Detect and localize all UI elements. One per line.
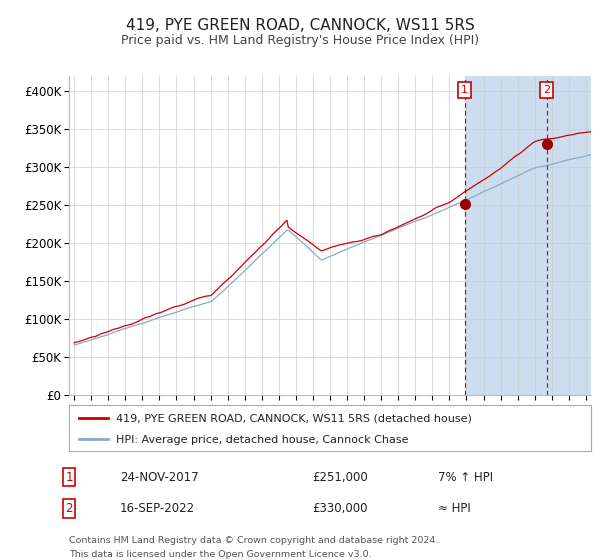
Text: 1: 1 bbox=[65, 470, 73, 484]
Text: 2: 2 bbox=[65, 502, 73, 515]
Text: 2: 2 bbox=[543, 85, 550, 95]
Text: Price paid vs. HM Land Registry's House Price Index (HPI): Price paid vs. HM Land Registry's House … bbox=[121, 34, 479, 46]
Text: 419, PYE GREEN ROAD, CANNOCK, WS11 5RS (detached house): 419, PYE GREEN ROAD, CANNOCK, WS11 5RS (… bbox=[116, 414, 472, 424]
Text: HPI: Average price, detached house, Cannock Chase: HPI: Average price, detached house, Cann… bbox=[116, 435, 409, 445]
Text: 1: 1 bbox=[461, 85, 468, 95]
Text: £330,000: £330,000 bbox=[312, 502, 367, 515]
Text: ≈ HPI: ≈ HPI bbox=[438, 502, 471, 515]
Text: 7% ↑ HPI: 7% ↑ HPI bbox=[438, 470, 493, 484]
Text: Contains HM Land Registry data © Crown copyright and database right 2024.: Contains HM Land Registry data © Crown c… bbox=[69, 536, 439, 545]
Text: £251,000: £251,000 bbox=[312, 470, 368, 484]
Text: 419, PYE GREEN ROAD, CANNOCK, WS11 5RS: 419, PYE GREEN ROAD, CANNOCK, WS11 5RS bbox=[125, 18, 475, 33]
Bar bbox=[465, 76, 599, 395]
Text: 16-SEP-2022: 16-SEP-2022 bbox=[120, 502, 195, 515]
Text: This data is licensed under the Open Government Licence v3.0.: This data is licensed under the Open Gov… bbox=[69, 550, 371, 559]
Text: 24-NOV-2017: 24-NOV-2017 bbox=[120, 470, 199, 484]
